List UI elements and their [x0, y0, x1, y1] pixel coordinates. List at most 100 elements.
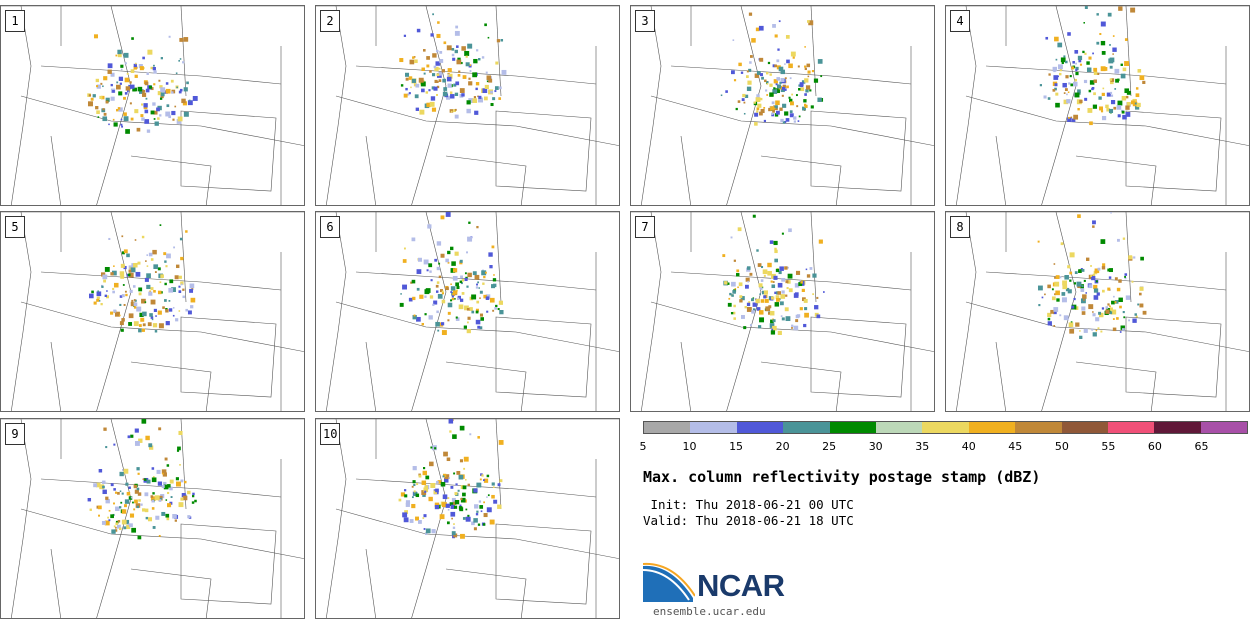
reflectivity-cell [187, 515, 191, 519]
reflectivity-cell [431, 107, 437, 112]
reflectivity-cell [756, 107, 760, 111]
reflectivity-cell [500, 39, 504, 42]
reflectivity-cell [778, 270, 782, 275]
reflectivity-cell [1084, 52, 1087, 55]
reflectivity-cell [421, 322, 425, 326]
reflectivity-cell [785, 316, 791, 322]
reflectivity-cell [154, 495, 160, 501]
reflectivity-cell [767, 61, 771, 65]
reflectivity-cell [147, 517, 153, 522]
reflectivity-cell [405, 77, 409, 81]
reflectivity-cell [784, 63, 786, 65]
reflectivity-cell [165, 499, 168, 501]
reflectivity-cell [429, 101, 435, 107]
reflectivity-cell [446, 45, 452, 51]
reflectivity-cell [498, 440, 504, 445]
reflectivity-cell [457, 57, 461, 61]
reflectivity-cell [118, 107, 123, 112]
reflectivity-cell [1068, 116, 1070, 119]
reflectivity-cell [191, 501, 195, 504]
reflectivity-cell [788, 228, 792, 233]
reflectivity-cell [438, 262, 441, 265]
map-boundary [365, 341, 377, 411]
reflectivity-cell [157, 91, 162, 96]
reflectivity-cell [469, 433, 472, 436]
reflectivity-cell [465, 55, 468, 58]
reflectivity-cell [752, 214, 756, 218]
reflectivity-cell [157, 481, 163, 486]
reflectivity-cell [97, 290, 100, 293]
reflectivity-cell [1134, 102, 1137, 105]
reflectivity-cell [101, 285, 104, 288]
stamp-panel-10: 10 [315, 418, 620, 619]
reflectivity-cell [426, 269, 429, 272]
reflectivity-cell [460, 533, 465, 539]
reflectivity-cell [784, 111, 789, 116]
reflectivity-cell [171, 91, 174, 94]
reflectivity-cell [476, 300, 480, 304]
reflectivity-cell [782, 84, 786, 89]
reflectivity-cell [460, 282, 463, 285]
reflectivity-cell [1054, 83, 1058, 87]
reflectivity-cell [117, 49, 122, 55]
reflectivity-cell [182, 288, 185, 291]
reflectivity-cell [138, 324, 142, 327]
reflectivity-cell [1122, 328, 1125, 331]
map-boundary [325, 212, 347, 411]
colorbar-tick-label: 55 [1101, 440, 1116, 453]
reflectivity-cell [440, 215, 445, 220]
reflectivity-cell [771, 113, 774, 117]
reflectivity-cell [1132, 98, 1136, 102]
reflectivity-cell [165, 88, 171, 94]
reflectivity-cell [733, 317, 736, 320]
reflectivity-cell [134, 109, 139, 114]
reflectivity-cell [127, 273, 131, 277]
reflectivity-cell [479, 313, 484, 317]
reflectivity-cell [138, 499, 141, 502]
reflectivity-cell [809, 89, 812, 92]
reflectivity-cell [773, 79, 778, 84]
reflectivity-cell [1093, 79, 1097, 83]
reflectivity-cell [456, 45, 459, 48]
reflectivity-cell [443, 87, 448, 91]
reflectivity-cell [477, 325, 481, 329]
reflectivity-cell [436, 85, 440, 89]
reflectivity-cell [779, 301, 784, 306]
reflectivity-cell [495, 61, 499, 65]
reflectivity-cell [776, 298, 780, 302]
reflectivity-cell [467, 514, 470, 517]
reflectivity-cell [779, 81, 782, 84]
reflectivity-cell [730, 312, 734, 315]
reflectivity-cell [428, 89, 431, 92]
reflectivity-cell [432, 303, 435, 306]
reflectivity-cell [475, 82, 480, 86]
reflectivity-cell [447, 302, 453, 308]
reflectivity-cell [413, 491, 418, 497]
reflectivity-cell [146, 273, 151, 279]
reflectivity-cell [1098, 312, 1104, 318]
reflectivity-cell [119, 471, 124, 477]
reflectivity-cell [441, 290, 444, 293]
reflectivity-cell [781, 94, 784, 97]
reflectivity-cell [152, 67, 156, 71]
reflectivity-cell [790, 51, 796, 57]
reflectivity-cell [404, 510, 409, 514]
reflectivity-cell [423, 49, 426, 52]
reflectivity-cell [131, 263, 134, 266]
reflectivity-cell [180, 497, 184, 501]
reflectivity-cell [118, 314, 121, 317]
reflectivity-cell [418, 77, 424, 83]
reflectivity-cell [136, 505, 139, 509]
reflectivity-cell [98, 300, 101, 302]
reflectivity-cell [746, 86, 752, 92]
colorbar-tick-label: 35 [915, 440, 930, 453]
reflectivity-cell [115, 526, 117, 529]
colorbar-segment [1154, 422, 1201, 433]
map-boundary [335, 95, 619, 146]
reflectivity-cell [442, 91, 448, 97]
reflectivity-cell [122, 284, 125, 286]
reflectivity-cell [727, 282, 730, 285]
reflectivity-cell [1093, 92, 1096, 96]
reflectivity-cell [1077, 107, 1080, 111]
reflectivity-cell [447, 73, 453, 79]
